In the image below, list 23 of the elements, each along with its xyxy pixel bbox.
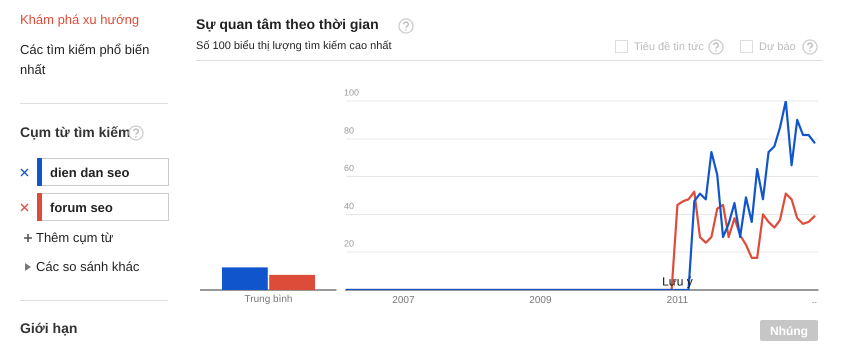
x-tick-label: 2009 [529,294,552,306]
x-tick-label: 2007 [392,294,415,306]
text: Các so sánh khác [36,259,140,274]
x-tick-label: 2011 [666,294,689,306]
x-tick-label: .. [812,294,818,306]
y-tick-label: 20 [344,238,354,249]
chart-subtitle: Số 100 biểu thị lượng tìm kiếm cao nhất [196,40,392,52]
y-tick-label: 60 [344,163,354,174]
chart-title: Sự quan tâm theo thời gian [196,16,379,32]
text: Khám phá xu hướng [20,12,140,27]
x-tick-label: Trung bình [244,294,292,305]
y-tick-label: 80 [344,125,354,136]
text: Giới hạn [20,320,78,336]
text: Cụm từ tìm kiếm [20,124,130,140]
text: Thêm cụm từ [36,230,114,245]
legend-label: forum seo [42,193,169,221]
text: Nhúng [760,320,818,341]
text: Dự báo [759,40,796,52]
legend-label: dien dan seo [42,158,169,186]
y-tick-label: 40 [344,200,354,211]
y-tick-label: 100 [344,87,360,98]
text: Các tìm kiếm phổ biến nhất [20,41,150,79]
text: Tiêu đề tin tức [634,40,704,52]
